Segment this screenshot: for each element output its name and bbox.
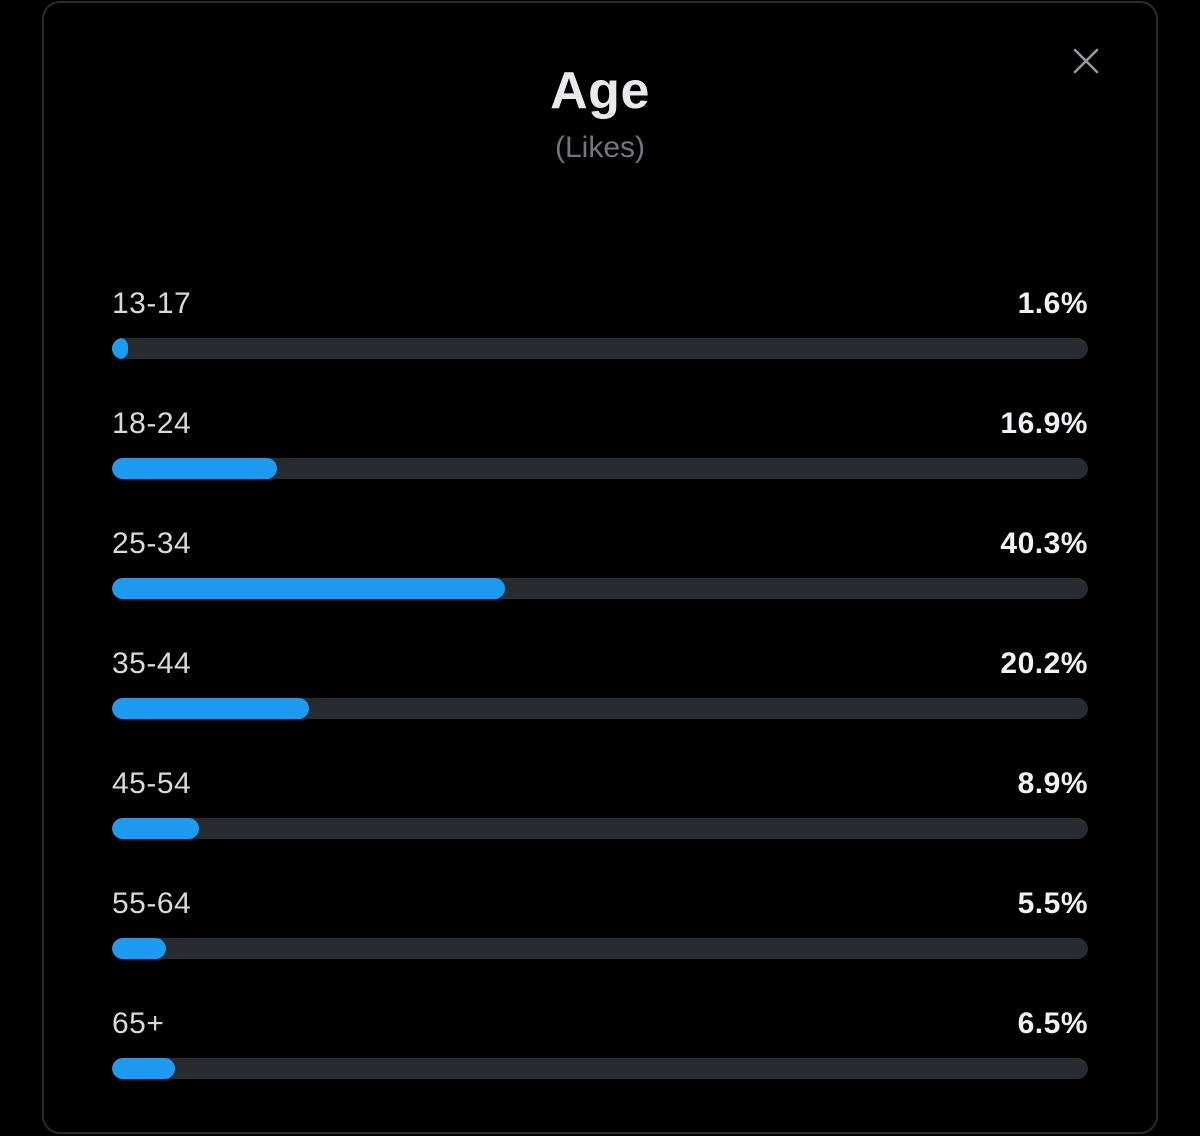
row-header: 55-64 5.5%: [112, 885, 1088, 923]
age-row-35-44: 35-44 20.2%: [112, 645, 1088, 765]
progress-bar-fill: [112, 458, 277, 479]
age-percentage-value: 40.3%: [1000, 527, 1088, 560]
age-range-label: 55-64: [112, 887, 192, 920]
progress-bar-fill: [112, 698, 310, 719]
x-close-icon: [1073, 48, 1099, 74]
row-header: 18-24 16.9%: [112, 405, 1088, 443]
age-percentage-value: 5.5%: [1017, 887, 1088, 920]
age-range-label: 35-44: [112, 647, 192, 680]
page-title: Age: [550, 62, 650, 120]
progress-bar-fill: [112, 818, 199, 839]
age-percentage-value: 8.9%: [1017, 767, 1088, 800]
age-row-65-plus: 65+ 6.5%: [112, 1005, 1088, 1125]
page-subtitle: (Likes): [554, 131, 645, 164]
age-range-label: 13-17: [112, 287, 192, 320]
age-row-25-34: 25-34 40.3%: [112, 525, 1088, 645]
age-row-18-24: 18-24 16.9%: [112, 405, 1088, 525]
row-header: 35-44 20.2%: [112, 645, 1088, 683]
age-percentage-value: 20.2%: [1000, 647, 1088, 680]
progress-bar-track: [112, 578, 1088, 599]
age-row-13-17: 13-17 1.6%: [112, 285, 1088, 405]
progress-bar-track: [112, 338, 1088, 359]
row-header: 45-54 8.9%: [112, 765, 1088, 803]
progress-bar-track: [112, 458, 1088, 479]
age-percentage-value: 1.6%: [1017, 287, 1088, 320]
progress-bar-track: [112, 698, 1088, 719]
age-rows-list: 13-17 1.6% 18-24 16.9% 25-34 40.3%: [112, 285, 1088, 1125]
age-range-label: 25-34: [112, 527, 192, 560]
progress-bar-fill: [112, 1058, 176, 1079]
progress-bar-fill: [112, 338, 128, 359]
row-header: 13-17 1.6%: [112, 285, 1088, 323]
age-breakdown-modal: Age (Likes) 13-17 1.6% 18-24 16.9% 25-34: [42, 1, 1158, 1134]
row-header: 65+ 6.5%: [112, 1005, 1088, 1043]
close-button[interactable]: [1066, 41, 1106, 81]
age-percentage-value: 16.9%: [1000, 407, 1088, 440]
age-range-label: 65+: [112, 1007, 165, 1040]
age-percentage-value: 6.5%: [1017, 1007, 1088, 1040]
age-row-55-64: 55-64 5.5%: [112, 885, 1088, 1005]
age-row-45-54: 45-54 8.9%: [112, 765, 1088, 885]
progress-bar-track: [112, 818, 1088, 839]
progress-bar-fill: [112, 578, 506, 599]
age-range-label: 45-54: [112, 767, 192, 800]
progress-bar-track: [112, 1058, 1088, 1079]
progress-bar-fill: [112, 938, 166, 959]
row-header: 25-34 40.3%: [112, 525, 1088, 563]
progress-bar-track: [112, 938, 1088, 959]
age-range-label: 18-24: [112, 407, 192, 440]
